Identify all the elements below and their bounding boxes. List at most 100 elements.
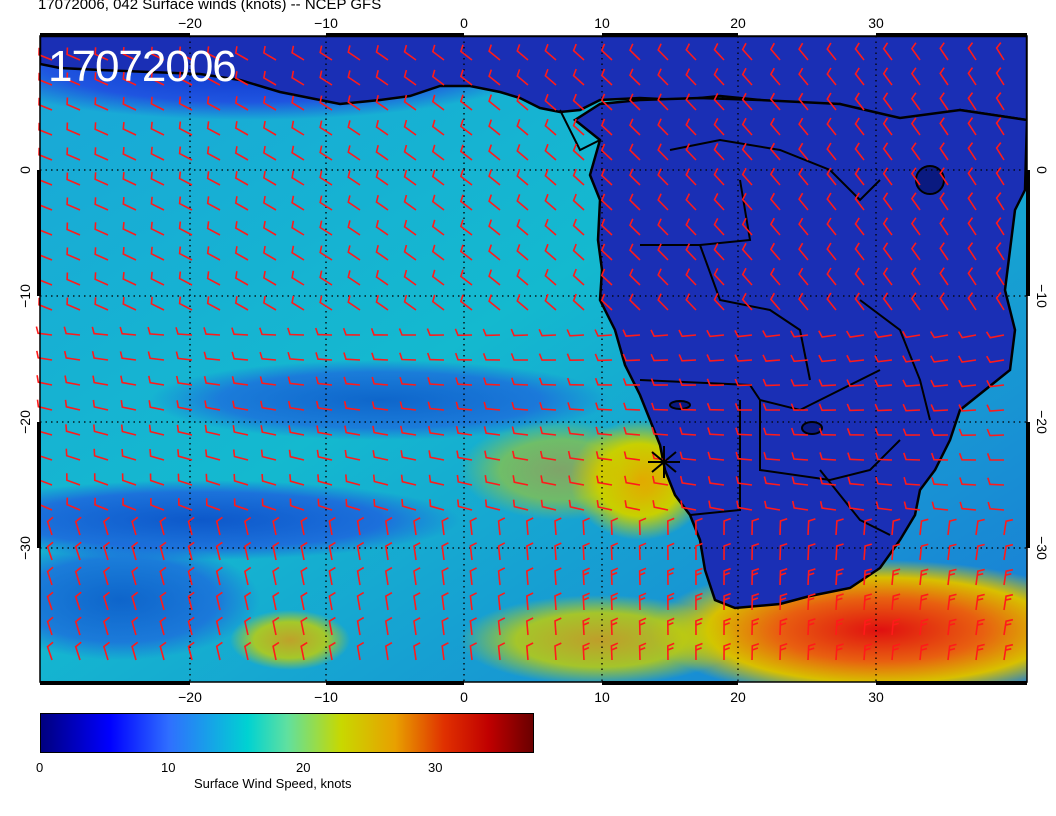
wind-barb	[149, 449, 165, 461]
wind-barb	[685, 143, 697, 161]
wind-barb	[328, 591, 336, 611]
wind-barb	[735, 476, 753, 486]
wind-barb	[413, 617, 421, 636]
wind-barb	[272, 516, 280, 536]
wind-barb	[741, 242, 753, 261]
wind-barb	[120, 375, 137, 386]
wind-barb	[835, 518, 844, 536]
wind-barb	[459, 269, 473, 286]
wind-barb	[769, 217, 781, 236]
wind-barb	[94, 72, 109, 86]
lat-tick-label: −20	[17, 410, 33, 434]
wind-barb	[131, 516, 139, 536]
wind-barb	[291, 70, 305, 86]
wind-barb	[882, 192, 893, 211]
wind-barb	[554, 517, 562, 536]
wind-barb	[685, 93, 697, 111]
wind-barb	[66, 72, 81, 86]
map-frame	[39, 35, 1028, 683]
wind-barb	[150, 121, 165, 136]
wind-barb	[291, 170, 305, 186]
wind-barb	[427, 425, 445, 436]
wind-barb	[511, 401, 529, 411]
wind-barb	[798, 167, 809, 186]
wind-barb	[764, 500, 781, 511]
wind-barb	[763, 451, 781, 461]
wind-barb	[206, 221, 221, 236]
wind-barb	[931, 501, 949, 511]
wind-barb	[66, 147, 81, 161]
wind-barb	[629, 43, 641, 61]
wind-barb	[206, 46, 221, 61]
wind-barb	[891, 643, 901, 661]
wind-barb	[572, 193, 585, 211]
wind-barb	[401, 499, 417, 511]
lon-tick-label: 10	[594, 15, 610, 31]
wind-barb	[403, 294, 417, 311]
wind-barb	[441, 542, 449, 561]
wind-barb	[790, 354, 809, 363]
wind-barb	[344, 449, 361, 461]
wind-barb	[572, 243, 585, 261]
wind-barb	[177, 473, 193, 486]
wind-barb	[373, 498, 389, 511]
wind-barb	[317, 474, 333, 486]
wind-barb	[431, 94, 445, 111]
wind-barb	[1003, 568, 1014, 586]
wind-barb	[863, 593, 873, 611]
wind-barb	[651, 426, 669, 436]
wind-barb	[232, 400, 249, 411]
wind-barb	[122, 172, 137, 186]
wind-barb	[741, 292, 753, 311]
wind-barb	[695, 567, 703, 586]
wind-barb	[539, 402, 557, 411]
wind-barb	[403, 169, 417, 186]
wind-barb	[638, 617, 647, 636]
wind-barb	[910, 92, 921, 111]
wind-barb	[102, 591, 110, 611]
wind-barb	[431, 244, 445, 261]
wind-barb	[769, 92, 781, 111]
wind-barb	[178, 46, 193, 61]
wind-barb	[347, 270, 361, 286]
wind-barb	[187, 566, 195, 586]
wind-barb	[66, 122, 81, 136]
wind-barb	[544, 143, 557, 161]
colorbar	[40, 713, 534, 753]
wind-barb	[826, 117, 837, 136]
wind-barb	[610, 592, 619, 611]
wind-barb	[657, 243, 669, 261]
wind-barb	[234, 121, 249, 136]
wind-barb	[38, 297, 53, 311]
wind-barb	[102, 516, 110, 536]
wind-barb	[835, 568, 844, 586]
wind-barb	[995, 117, 1005, 136]
wind-barb	[538, 377, 557, 386]
wind-barb	[121, 448, 137, 461]
wind-barb	[64, 375, 81, 386]
wind-barb	[94, 272, 109, 286]
wind-barb	[572, 43, 585, 61]
wind-barb	[272, 591, 280, 611]
wind-barb	[38, 72, 53, 86]
wind-barb	[735, 451, 753, 461]
lon-tick-label: 30	[868, 689, 884, 705]
wind-barb	[300, 616, 308, 636]
wind-barb	[149, 473, 165, 486]
wind-barb	[798, 117, 809, 136]
wind-barb	[846, 403, 865, 412]
wind-barb	[347, 220, 361, 236]
wind-barb	[319, 145, 333, 161]
wind-barb	[544, 43, 557, 61]
wind-barb	[234, 296, 249, 311]
wind-barb	[572, 143, 585, 161]
wind-barb	[150, 271, 165, 286]
wind-barb	[930, 428, 949, 437]
wind-barb	[345, 498, 361, 511]
wind-barb	[375, 120, 389, 136]
wind-barb	[568, 499, 585, 511]
wind-barb	[488, 194, 501, 211]
wind-barb	[751, 617, 760, 636]
wind-barb	[600, 218, 613, 236]
wind-barb	[400, 450, 417, 461]
